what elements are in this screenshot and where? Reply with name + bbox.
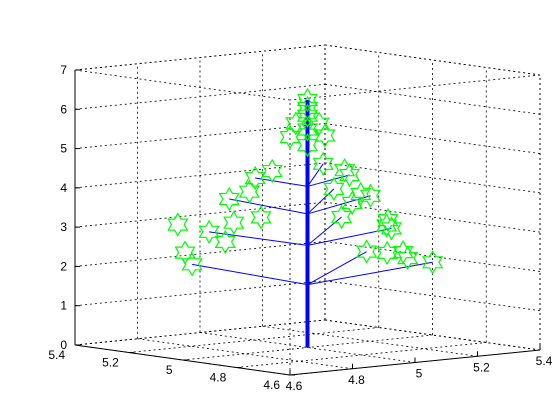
x-tick-label: 4.6: [286, 379, 303, 393]
star-marker: [250, 205, 272, 230]
box-edge-back: [74, 319, 326, 346]
branch-line: [307, 216, 342, 246]
z-tick-label: 6: [60, 102, 67, 116]
star-marker: [380, 216, 403, 241]
branch-line: [307, 163, 324, 187]
grid-side-z: [324, 83, 541, 115]
star-marker: [392, 239, 414, 265]
z-tick-label: 3: [60, 220, 67, 234]
box-edge-back: [289, 74, 541, 101]
star-marker: [167, 212, 189, 237]
grid-side-z: [324, 162, 541, 194]
star-marker: [341, 190, 363, 216]
star-marker: [296, 95, 319, 121]
star-marker: [223, 210, 245, 235]
grid-back-z: [74, 123, 326, 149]
star-marker: [334, 157, 356, 183]
star-marker: [338, 162, 361, 188]
star-marker: [377, 207, 399, 233]
branch-line: [307, 261, 433, 286]
grid-floor-y: [236, 342, 487, 368]
y-tick-label: 5.2: [102, 356, 119, 370]
y-tick-label: 4.6: [263, 378, 280, 392]
x-tick-label: 5.4: [536, 354, 553, 368]
grid-side-z: [324, 280, 541, 312]
star-marker: [198, 219, 220, 245]
star-marker: [261, 158, 283, 184]
star-marker: [376, 240, 398, 266]
grid-floor-x: [137, 338, 353, 370]
y-tick-label: 5.4: [48, 348, 65, 362]
grid-back-z: [74, 201, 326, 228]
star-marker: [308, 111, 330, 136]
star-marker: [312, 151, 334, 176]
grid-floor-x: [199, 332, 416, 363]
grid-back-z: [74, 280, 326, 307]
branch-line: [307, 188, 335, 215]
x-tick-label: 5.2: [473, 360, 490, 374]
star-marker: [214, 229, 236, 255]
grid-back-z: [74, 162, 326, 189]
y-tick-label: 4.8: [210, 371, 227, 385]
box-edge-back: [324, 319, 541, 351]
grid-back-z: [74, 241, 326, 267]
z-tick-label: 4: [60, 181, 67, 195]
z-tick-label: 5: [60, 142, 67, 156]
star-marker: [174, 240, 196, 265]
z-tick-label: 0: [60, 338, 67, 352]
grid-floor-x: [262, 325, 478, 357]
branch-line: [192, 263, 308, 286]
star-marker: [296, 87, 319, 113]
box-edge-back: [74, 44, 326, 71]
branch-line: [229, 198, 308, 215]
star-marker: [422, 250, 444, 275]
star-marker: [356, 239, 378, 264]
star-marker: [218, 186, 240, 212]
star-marker: [376, 213, 398, 238]
star-marker: [238, 179, 260, 204]
star-marker: [323, 176, 345, 202]
branch-line: [307, 195, 371, 215]
y-tick-label: 5: [166, 363, 173, 377]
branch-line: [255, 177, 308, 187]
star-marker: [314, 123, 336, 148]
star-marker: [296, 103, 319, 128]
data-layer: [167, 87, 444, 348]
star-marker: [359, 183, 382, 208]
x-tick-label: 5: [416, 367, 423, 381]
z-tick-label: 1: [60, 299, 67, 313]
star-marker: [296, 117, 319, 142]
z-tick-label: 2: [60, 259, 67, 273]
grid-back-z: [74, 83, 326, 110]
box-edge-back: [324, 44, 541, 76]
box-edge-back: [74, 69, 291, 101]
z-tick-label: 7: [60, 63, 67, 77]
star-marker: [397, 245, 419, 271]
star-marker: [285, 111, 307, 136]
branch-line: [209, 231, 308, 246]
star-marker: [350, 181, 372, 207]
grid-floor-y: [128, 327, 379, 353]
grid-side-z: [324, 123, 541, 154]
x-tick-label: 4.8: [348, 373, 365, 387]
